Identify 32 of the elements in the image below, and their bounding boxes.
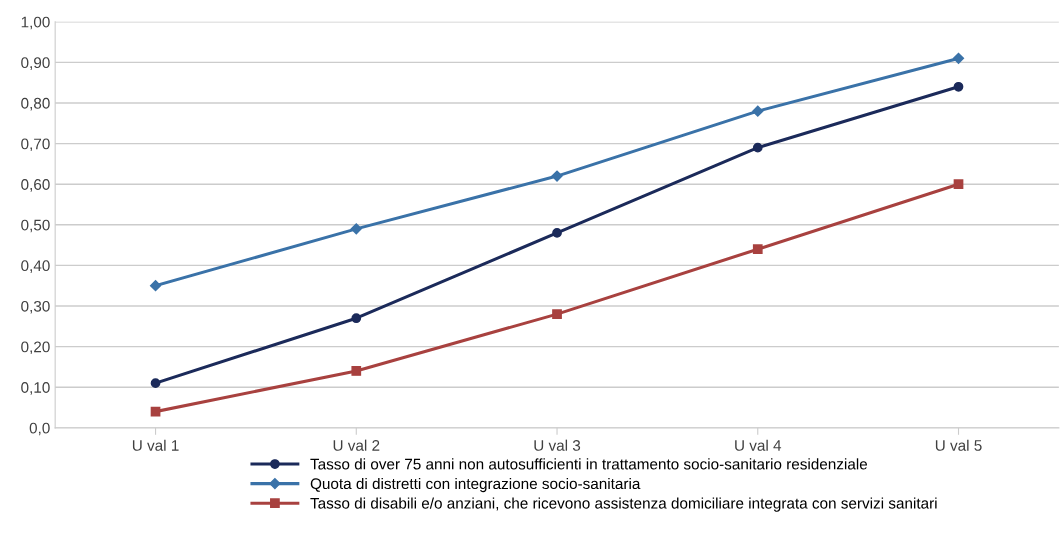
y-tick-label: 0,80 — [21, 97, 50, 111]
point — [351, 366, 362, 376]
y-tick-label: 0,70 — [21, 138, 50, 152]
y-tick-label: 0,0 — [29, 422, 50, 436]
point — [149, 280, 162, 292]
point — [752, 105, 764, 117]
point — [953, 81, 964, 92]
x-tick-label: U val 3 — [534, 439, 581, 451]
legend-label: Tasso di disabili e/o anziani, che ricevono assistenza domiciliare integrata con servizi sanitari — [310, 497, 937, 512]
point — [351, 313, 362, 324]
legend-label: Tasso di over 75 anni non autosufficienti in trattamento socio-sanitario residenziale — [310, 458, 868, 470]
point — [552, 309, 562, 319]
point — [953, 179, 964, 190]
y-tick-label: 0,10 — [21, 382, 50, 395]
y-tick-label: 1,00 — [21, 16, 50, 30]
y-tick-label: 0,20 — [21, 341, 50, 355]
y-tick-label: 0,90 — [21, 57, 50, 70]
point — [350, 223, 362, 235]
y-tick-label: 0,50 — [21, 219, 50, 233]
y-tick-label: 0,60 — [21, 179, 50, 192]
point — [552, 228, 562, 238]
y-tick-label: 0,30 — [21, 300, 50, 314]
x-tick-label: U val 2 — [333, 439, 380, 451]
point — [952, 52, 965, 64]
point — [150, 378, 161, 389]
legend-label: Quota di distretti con integrazione socio-sanitaria — [310, 477, 641, 493]
point — [752, 142, 763, 153]
x-tick-label: U val 5 — [935, 439, 982, 451]
point — [752, 244, 763, 255]
x-tick-label: U val 4 — [735, 439, 782, 451]
x-tick-label: U val 1 — [132, 439, 179, 451]
y-tick-label: 0,40 — [21, 260, 50, 273]
